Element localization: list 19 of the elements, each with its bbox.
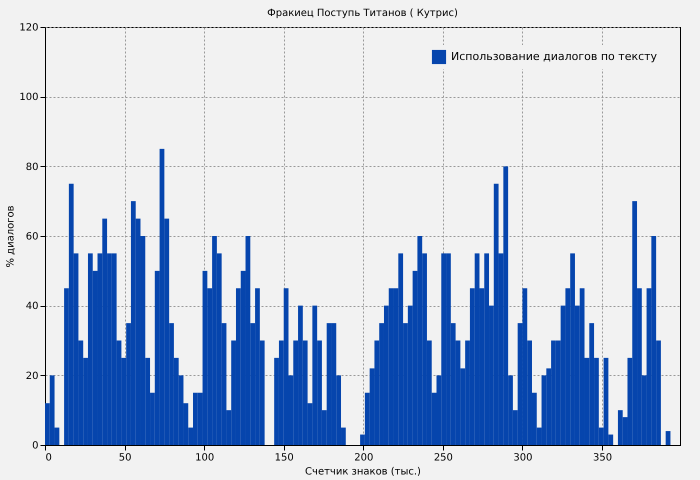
y-tick-label: 40	[26, 301, 38, 312]
x-tick-label: 0	[46, 452, 52, 464]
x-tick-label: 50	[118, 452, 132, 464]
x-tick-label: 350	[592, 452, 612, 464]
x-tick-label: 100	[195, 452, 214, 464]
x-tick-label: 300	[513, 452, 532, 464]
y-tick-label: 80	[26, 162, 38, 173]
x-tick-label: 250	[434, 452, 453, 464]
y-tick-label: 0	[32, 440, 38, 452]
x-tick-label: 150	[274, 452, 294, 464]
y-tick-label: 20	[26, 370, 38, 382]
x-tick-label: 200	[354, 452, 374, 464]
y-tick-label: 120	[19, 22, 38, 34]
y-tick-label: 60	[26, 232, 38, 242]
y-axis-title: % диалогов	[5, 205, 16, 268]
x-axis-title: Счетчик знаков (тыс.)	[305, 466, 422, 478]
chart-title: Фракиец Поступь Титанов ( Кутрис)	[267, 8, 458, 19]
y-tick-label: 100	[19, 92, 38, 104]
legend-label: Использование диалогов по тексту	[451, 50, 658, 63]
